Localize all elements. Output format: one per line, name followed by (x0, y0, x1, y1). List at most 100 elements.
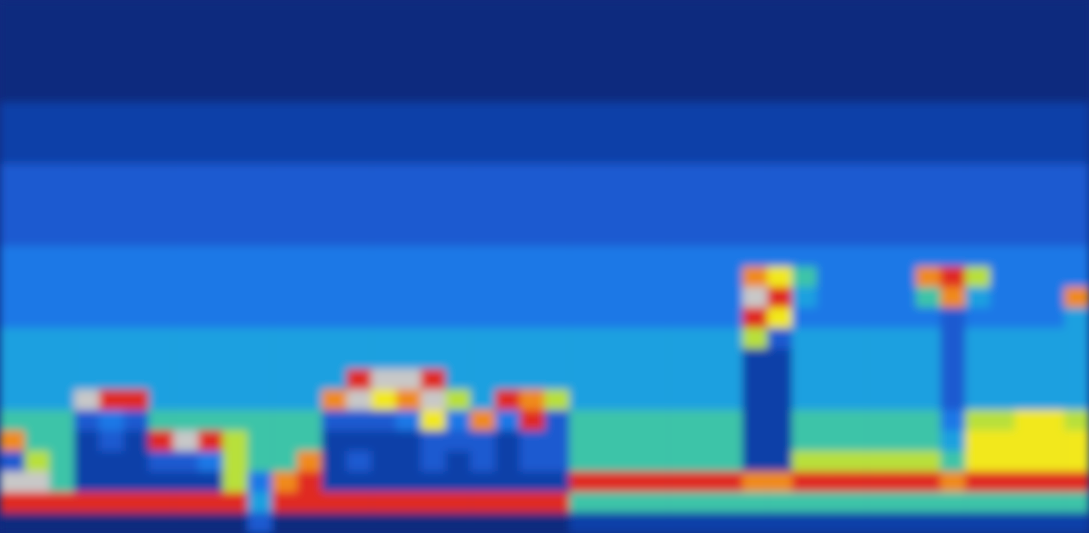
heatmap-cell (421, 328, 446, 349)
heatmap-cell (0, 349, 25, 370)
heatmap-cell (25, 308, 50, 329)
heatmap-cell (446, 369, 471, 390)
heatmap-cell (941, 287, 966, 308)
heatmap-cell (594, 390, 619, 411)
heatmap-cell (990, 62, 1015, 83)
heatmap-cell (396, 390, 421, 411)
heatmap-cell (1015, 164, 1040, 185)
heatmap-cell (866, 410, 891, 431)
heatmap-cell (272, 246, 297, 267)
heatmap-cell (173, 267, 198, 288)
heatmap-cell (1015, 21, 1040, 42)
heatmap-cell (272, 0, 297, 21)
heatmap-cell (990, 226, 1015, 247)
heatmap-cell (545, 0, 570, 21)
heatmap-cell (74, 21, 99, 42)
heatmap-cell (1064, 513, 1089, 533)
heatmap-cell (50, 226, 75, 247)
heatmap-cell (74, 451, 99, 472)
heatmap-cell (891, 0, 916, 21)
heatmap-cell (545, 103, 570, 124)
heatmap-cell (965, 451, 990, 472)
heatmap-cell (223, 451, 248, 472)
heatmap-cell (322, 328, 347, 349)
heatmap-cell (668, 82, 693, 103)
heatmap-cell (1040, 21, 1065, 42)
heatmap-cell (767, 308, 792, 329)
heatmap-cell (594, 103, 619, 124)
heatmap-cell (124, 369, 149, 390)
heatmap-cell (668, 0, 693, 21)
heatmap-cell (74, 41, 99, 62)
heatmap-cell (371, 492, 396, 513)
heatmap-cell (743, 308, 768, 329)
heatmap-cell (347, 513, 372, 533)
heatmap-cell (347, 123, 372, 144)
heatmap-cell (495, 205, 520, 226)
heatmap-cell (446, 41, 471, 62)
heatmap-cell (817, 451, 842, 472)
heatmap-cell (50, 82, 75, 103)
heatmap-cell (396, 369, 421, 390)
heatmap-cell (1015, 41, 1040, 62)
heatmap-cell (916, 62, 941, 83)
heatmap-cell (198, 390, 223, 411)
heatmap-cell (470, 513, 495, 533)
heatmap-cell (866, 82, 891, 103)
heatmap-cell (74, 410, 99, 431)
heatmap-cell (124, 123, 149, 144)
heatmap-cell (470, 492, 495, 513)
heatmap-cell (223, 267, 248, 288)
heatmap-cell (1015, 0, 1040, 21)
heatmap-cell (668, 328, 693, 349)
heatmap-cell (965, 267, 990, 288)
heatmap-cell (743, 287, 768, 308)
heatmap-cell (470, 267, 495, 288)
heatmap-cell (198, 287, 223, 308)
heatmap-cell (792, 451, 817, 472)
heatmap-cell (1015, 390, 1040, 411)
heatmap-cell (50, 431, 75, 452)
heatmap-cell (99, 21, 124, 42)
heatmap-cell (371, 41, 396, 62)
heatmap-cell (347, 185, 372, 206)
heatmap-cell (297, 246, 322, 267)
heatmap-cell (693, 21, 718, 42)
heatmap-cell (149, 246, 174, 267)
heatmap-cell (792, 226, 817, 247)
heatmap-cell (619, 0, 644, 21)
heatmap-cell (347, 451, 372, 472)
heatmap-cell (421, 0, 446, 21)
heatmap-cell (1040, 349, 1065, 370)
heatmap-cell (272, 328, 297, 349)
heatmap-cell (124, 103, 149, 124)
heatmap-cell (495, 431, 520, 452)
heatmap-cell (396, 246, 421, 267)
heatmap-cell (990, 492, 1015, 513)
heatmap-cell (817, 287, 842, 308)
heatmap-cell (916, 431, 941, 452)
heatmap-cell (569, 349, 594, 370)
heatmap-cell (743, 123, 768, 144)
heatmap-cell (322, 410, 347, 431)
heatmap-cell (1064, 390, 1089, 411)
heatmap-cell (965, 21, 990, 42)
heatmap-cell (198, 62, 223, 83)
heatmap-cell (916, 205, 941, 226)
heatmap-cell (792, 41, 817, 62)
heatmap-cell (99, 185, 124, 206)
heatmap-cell (1040, 205, 1065, 226)
heatmap-cell (792, 123, 817, 144)
heatmap-cell (693, 513, 718, 533)
heatmap-cell (743, 390, 768, 411)
heatmap-cell (569, 369, 594, 390)
heatmap-cell (1015, 492, 1040, 513)
heatmap-cell (1040, 451, 1065, 472)
heatmap-cell (25, 328, 50, 349)
heatmap-cell (149, 123, 174, 144)
heatmap-cell (347, 390, 372, 411)
heatmap-cell (545, 308, 570, 329)
heatmap-cell (322, 246, 347, 267)
heatmap-cell (50, 205, 75, 226)
heatmap-cell (173, 472, 198, 493)
